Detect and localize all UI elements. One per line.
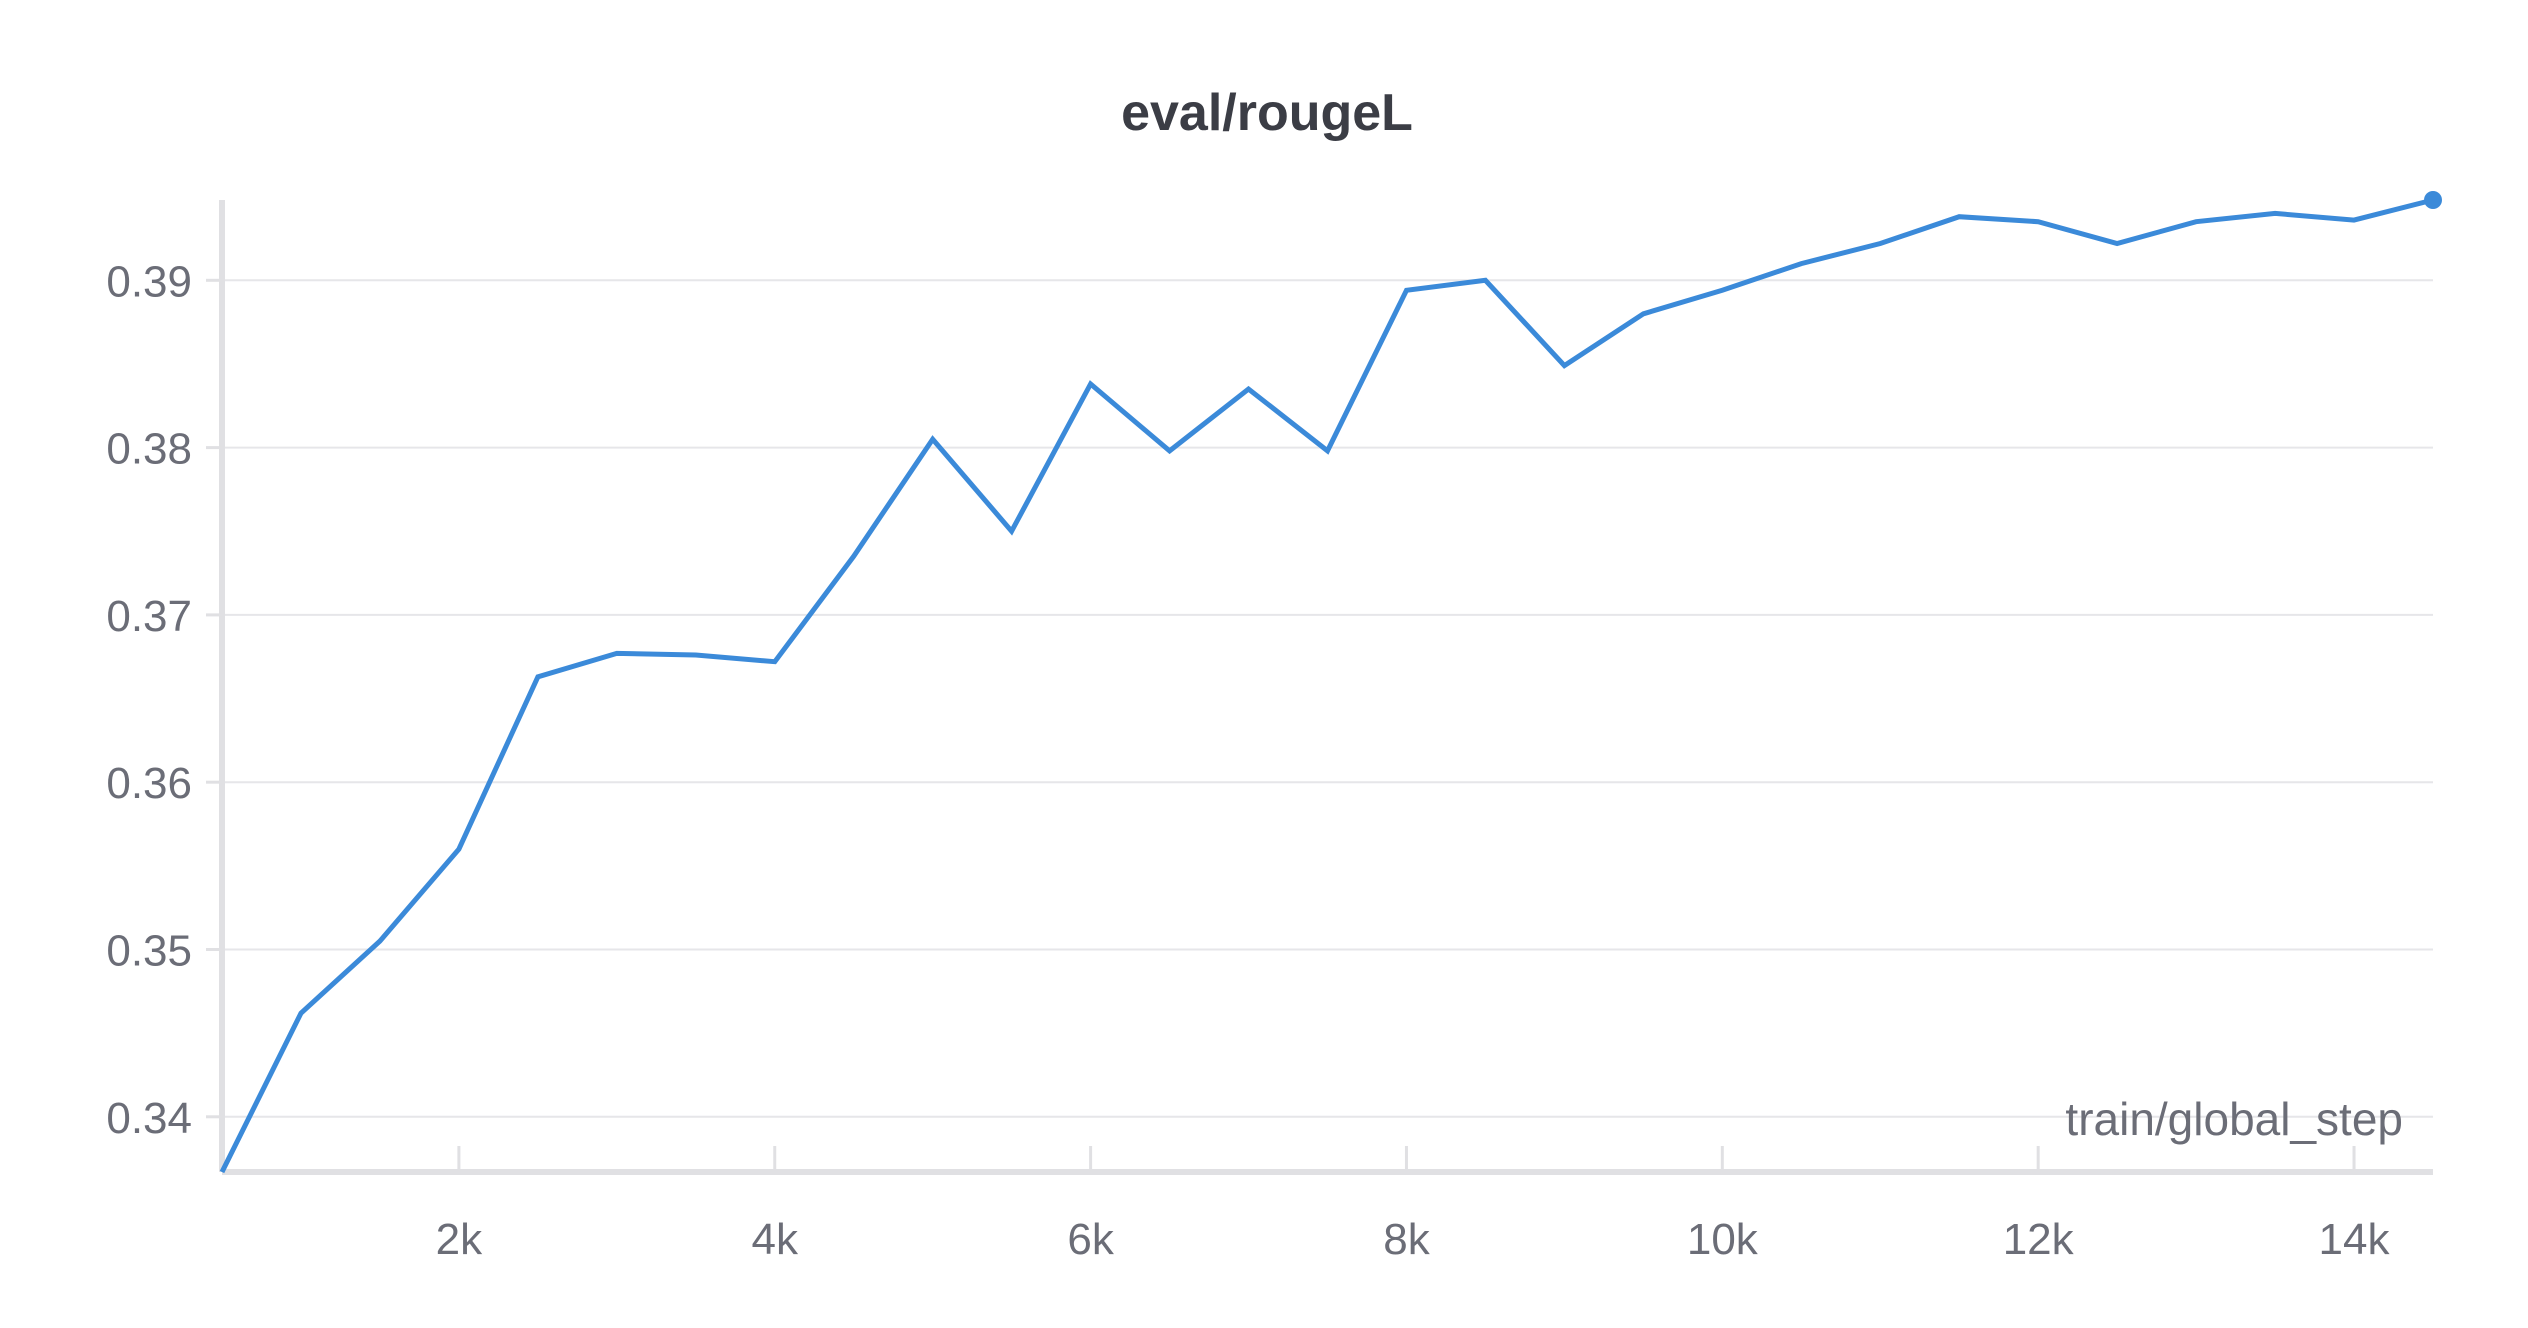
x-tick-label: 12k [2003, 1215, 2075, 1264]
x-tick-label: 4k [752, 1215, 799, 1264]
x-axis-title: train/global_step [2065, 1093, 2403, 1145]
grid-lines [222, 279, 2433, 1118]
series-end-point [2424, 191, 2442, 209]
x-tick-label: 6k [1067, 1215, 1114, 1264]
y-tick-label: 0.39 [106, 257, 192, 306]
x-tick-label: 8k [1383, 1215, 1430, 1264]
y-tick-label: 0.36 [106, 759, 192, 808]
x-axis-ticks: 2k 4k 6k 8k 10k 12k 14k [436, 1146, 2391, 1264]
series-layer [219, 191, 2442, 1174]
series-line [219, 197, 2434, 1174]
y-axis-ticks: 0.34 0.35 0.36 0.37 0.38 0.39 [106, 257, 222, 1143]
y-tick-label: 0.35 [106, 926, 192, 975]
chart-title: eval/rougeL [1121, 84, 1413, 142]
y-tick-label: 0.34 [106, 1094, 192, 1143]
axes [219, 200, 2433, 1175]
y-tick-label: 0.38 [106, 425, 192, 474]
x-tick-label: 10k [1687, 1215, 1759, 1264]
x-tick-label: 2k [436, 1215, 483, 1264]
x-tick-label: 14k [2319, 1215, 2391, 1264]
y-tick-label: 0.37 [106, 592, 192, 641]
